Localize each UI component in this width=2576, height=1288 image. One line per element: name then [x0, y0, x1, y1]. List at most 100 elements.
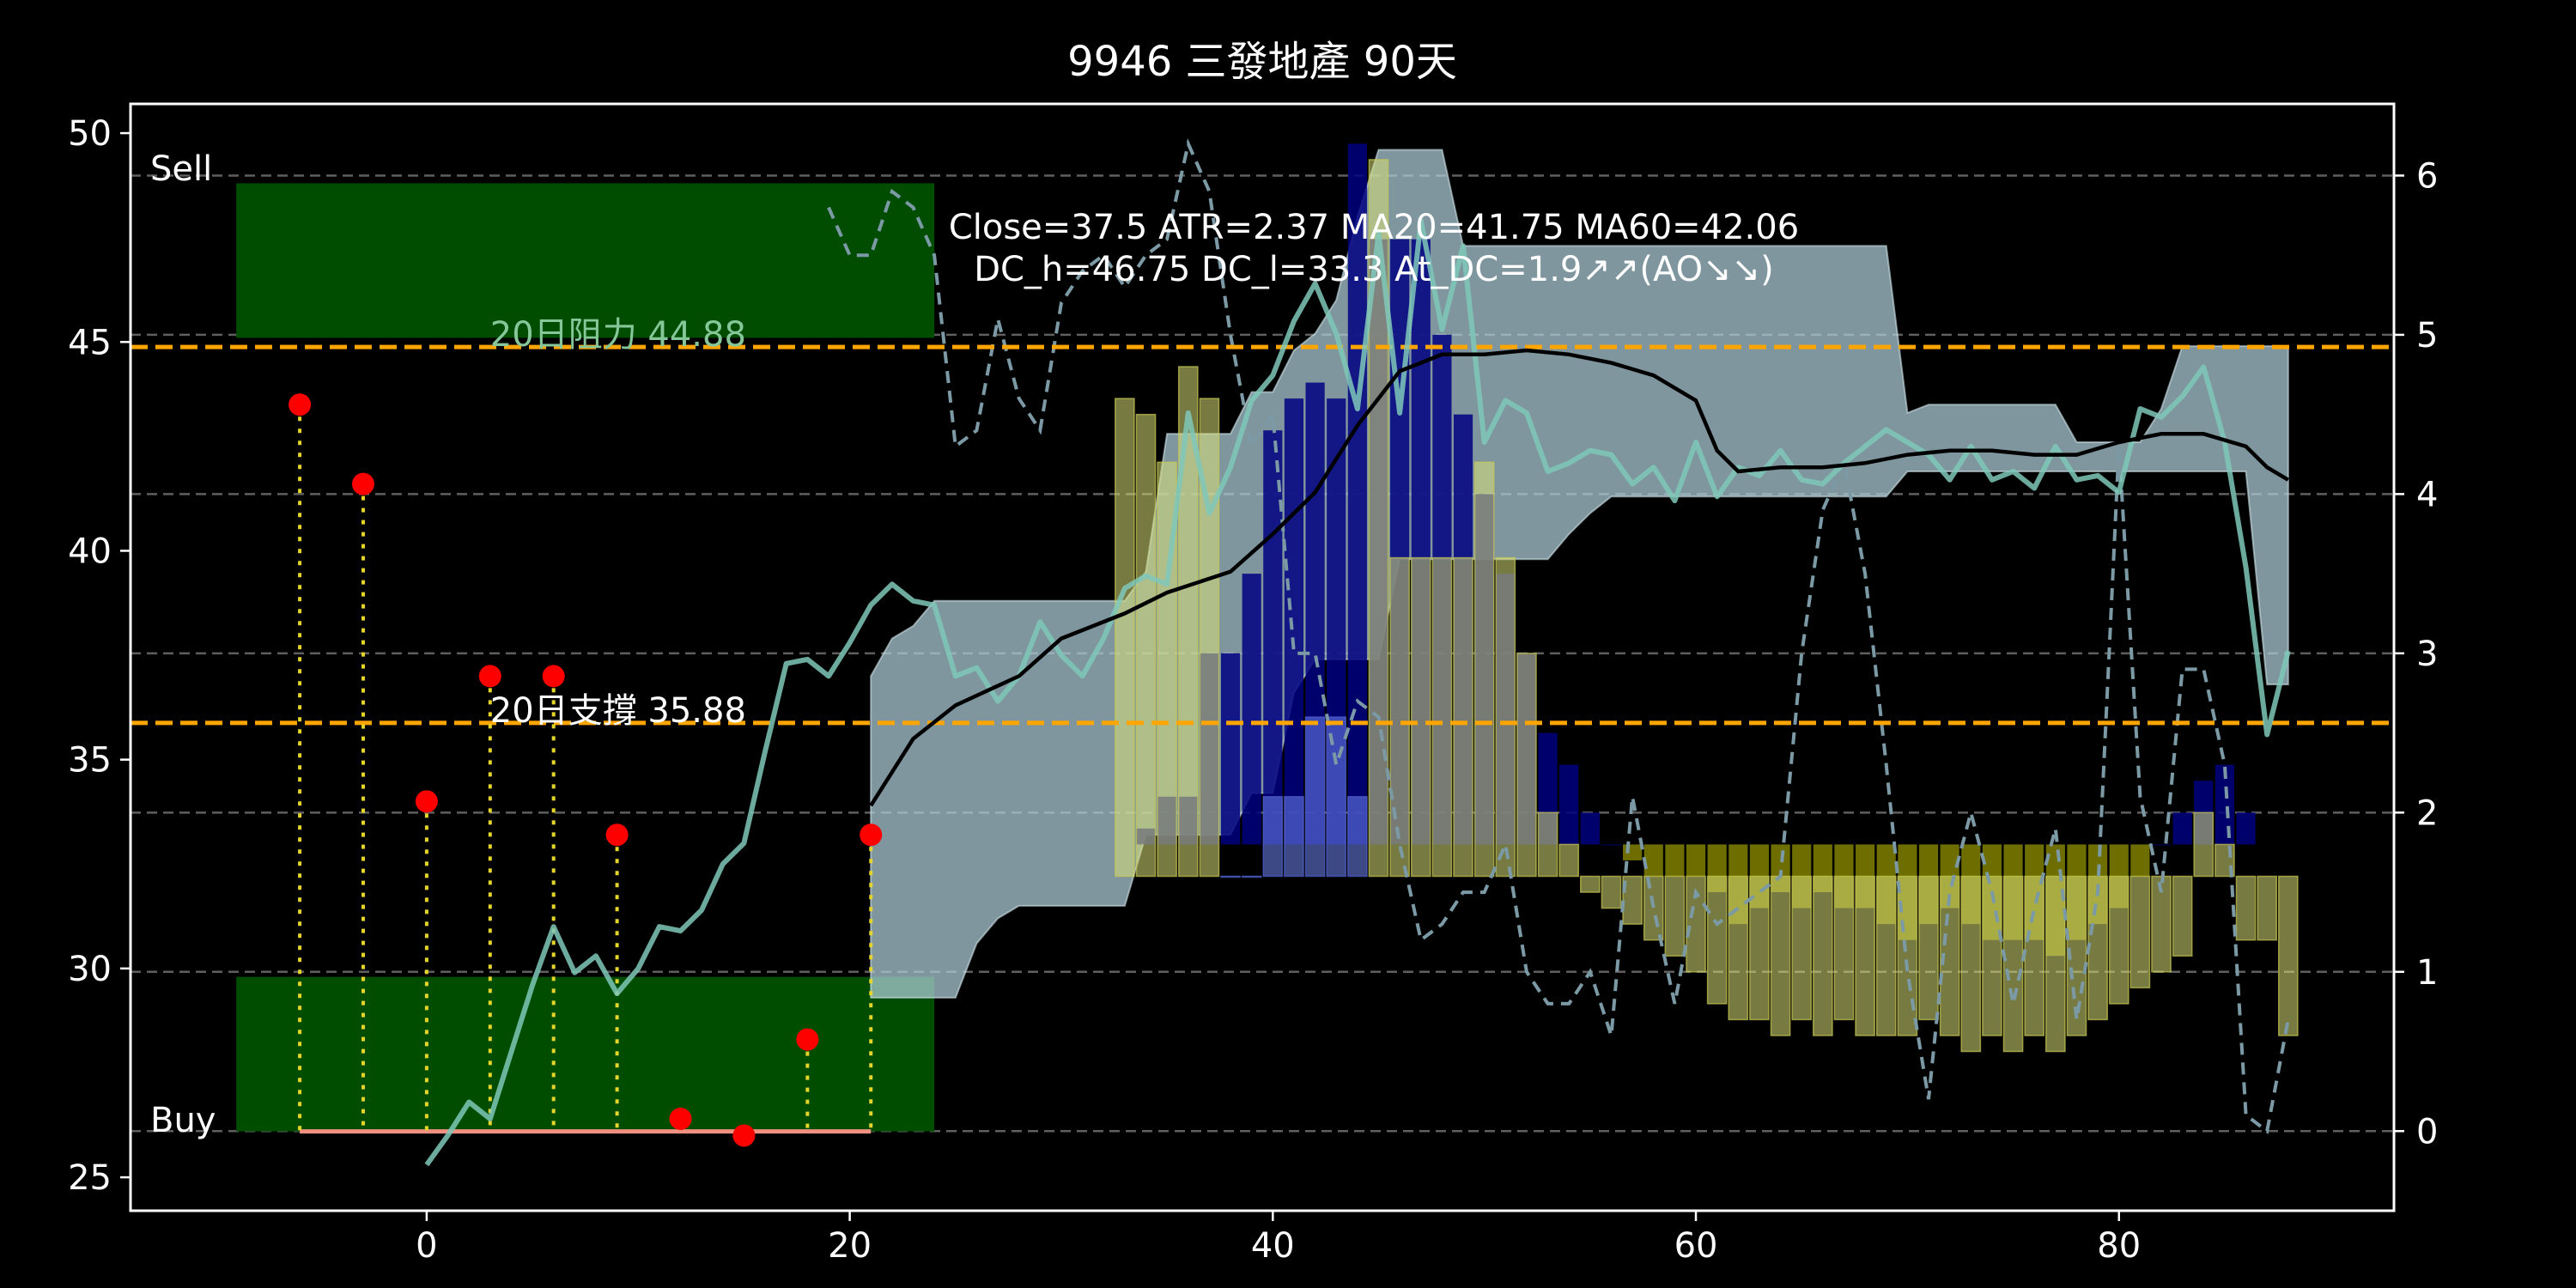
oscillator-line	[827, 138, 2290, 1134]
x-tick-label: 20	[828, 1226, 872, 1266]
signal-marker	[732, 1124, 756, 1147]
volume-bar	[1770, 875, 1791, 1036]
volume-bar	[1368, 159, 1389, 878]
x-tick-label: 0	[416, 1226, 437, 1266]
volume-bar	[2002, 875, 2024, 1053]
chart-title: 9946 三發地產 90天	[1067, 38, 1457, 86]
y-tick-label: 30	[68, 950, 112, 989]
volume-bar	[1262, 796, 1284, 878]
volume-bar	[1622, 875, 1643, 925]
ao-bar	[1643, 844, 1663, 877]
signal-marker	[605, 823, 629, 847]
volume-bar	[1431, 556, 1453, 878]
ao-bar	[2236, 812, 2256, 845]
volume-bar	[1686, 875, 1706, 973]
signal-marker	[478, 665, 501, 688]
y-tick-label: 35	[68, 741, 112, 781]
volume-bar	[1855, 875, 1875, 1036]
ao-bar	[2172, 812, 2192, 845]
volume-bar	[1664, 875, 1686, 957]
volume-bar	[1601, 875, 1622, 909]
ao-bar	[2130, 844, 2150, 877]
volume-bar	[1960, 875, 1982, 1053]
volume-bar	[1875, 875, 1897, 1036]
signal-marker	[542, 665, 565, 688]
volume-bar	[1706, 875, 1728, 1005]
y-right-tick-label: 4	[2416, 475, 2438, 514]
volume-bar	[2235, 875, 2257, 941]
x-tick-label: 80	[2097, 1226, 2141, 1266]
volume-bar	[2066, 875, 2087, 1036]
ma-line	[869, 348, 2289, 807]
close-line	[424, 218, 2291, 1167]
volume-bar	[2193, 811, 2215, 878]
volume-bar	[1939, 875, 1960, 1036]
signal-marker	[669, 1107, 692, 1130]
volume-bar	[1220, 875, 1241, 878]
support-label: 20日支撐 35.88	[490, 691, 746, 731]
volume-bar	[1304, 716, 1326, 878]
volume-bar	[2172, 875, 2193, 957]
ao-bar	[1284, 398, 1304, 845]
x-tick-label: 40	[1251, 1226, 1295, 1266]
volume-bar	[1749, 875, 1770, 1021]
ao-bar	[2215, 764, 2235, 845]
volume-bar	[1389, 556, 1410, 878]
annotation-line-1: Close=37.5 ATR=2.37 MA20=41.75 MA60=42.0…	[949, 208, 1799, 247]
volume-bar	[1241, 875, 1262, 878]
volume-bar	[1199, 398, 1220, 878]
y-tick-label: 45	[68, 323, 112, 362]
plot-area: 20日阻力 44.88 20日支撐 35.88 Sell Buy Close=37.5 …	[131, 138, 2394, 1167]
volume-bar	[1833, 875, 1855, 1021]
volume-bar	[2129, 875, 2151, 989]
y-right-tick-label: 5	[2416, 316, 2438, 355]
volume-bar	[2024, 875, 2045, 1036]
signal-marker	[415, 790, 438, 813]
volume-bar	[1495, 556, 1516, 878]
volume-bar	[1410, 556, 1431, 878]
y-right-tick-label: 0	[2416, 1112, 2438, 1151]
buy-label: Buy	[150, 1101, 216, 1140]
signal-marker	[796, 1028, 819, 1051]
volume-bar	[1135, 413, 1157, 878]
volume-bar	[1516, 653, 1537, 878]
volume-bar	[1897, 875, 1918, 1036]
volume-bar	[1473, 461, 1495, 878]
sell-zone	[236, 183, 935, 338]
volume-bar	[1728, 875, 1749, 1021]
volume-bar	[1558, 843, 1580, 878]
volume-bar	[1813, 875, 1833, 1036]
resistance-label: 20日阻力 44.88	[490, 315, 746, 355]
annotation-line-2: DC_h=46.75 DC_l=33.3 At_DC=1.9↗↗(AO↘↘)	[974, 250, 1774, 289]
volume-bar	[1115, 398, 1135, 878]
y-right-tick-label: 1	[2416, 953, 2438, 993]
volume-bar	[1453, 556, 1473, 878]
volume-bar	[1177, 366, 1199, 878]
ao-bar	[1220, 653, 1241, 845]
ao-bar	[1242, 574, 1261, 845]
plot-frame	[129, 102, 2396, 1212]
ao-bar	[1686, 844, 1706, 877]
signal-marker	[860, 823, 883, 847]
ao-bar	[1263, 430, 1283, 845]
volume-bar	[2087, 875, 2108, 1021]
ao-bar	[1580, 812, 1600, 845]
volume-bar	[1347, 796, 1368, 878]
volume-bar	[1791, 875, 1813, 1021]
volume-bar	[2044, 875, 2066, 1053]
volume-bar	[2108, 875, 2129, 1005]
volume-bar	[1643, 875, 1664, 941]
volume-bar	[1537, 811, 1558, 878]
volume-bar	[2277, 875, 2299, 1036]
volume-bar	[2257, 875, 2278, 941]
ao-bar	[1665, 844, 1685, 877]
signal-marker	[351, 472, 374, 495]
sell-label: Sell	[150, 149, 212, 189]
y-tick-label: 40	[68, 532, 112, 571]
volume-bar	[1918, 875, 1939, 1021]
volume-bar	[1284, 796, 1304, 878]
y-right-tick-label: 6	[2416, 156, 2438, 196]
y-right-tick-label: 3	[2416, 635, 2438, 674]
